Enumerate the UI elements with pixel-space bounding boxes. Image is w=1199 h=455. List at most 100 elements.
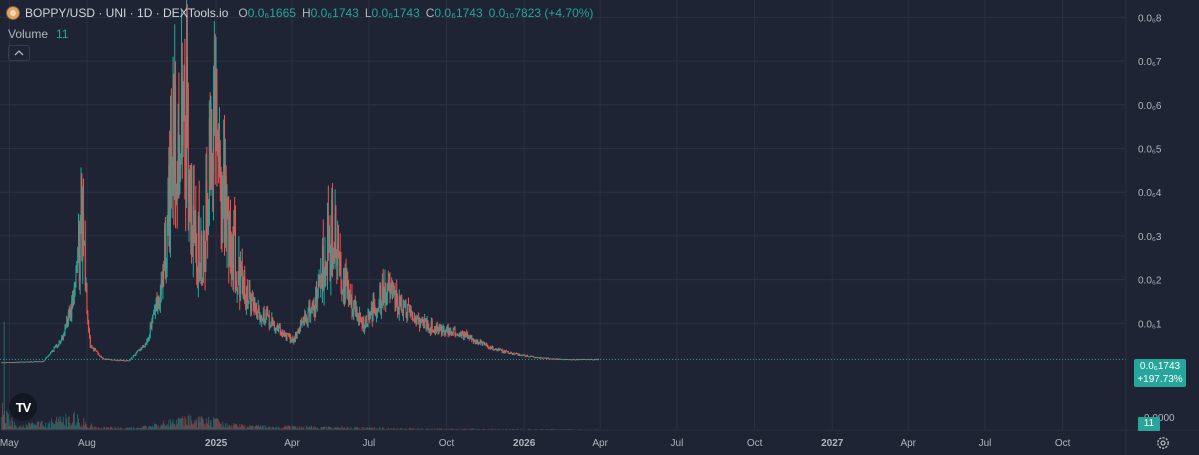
volume-bar	[94, 426, 96, 430]
volume-bar	[350, 426, 352, 430]
volume-bar	[34, 425, 36, 430]
volume-bar	[57, 418, 59, 430]
volume-bar	[106, 427, 108, 430]
symbol-legend[interactable]: BOPPY/USD · UNI · 1D · DEXTools.io O 0.0…	[6, 4, 599, 22]
candle-body	[380, 286, 382, 310]
candle-body	[371, 307, 373, 322]
volume-bar	[82, 427, 84, 430]
volume-bar	[159, 426, 161, 430]
candle-body	[532, 356, 534, 358]
volume-bar	[416, 428, 418, 430]
candle-body	[390, 284, 392, 298]
volume-bar	[39, 427, 41, 430]
candle-body	[121, 360, 123, 361]
candle-body	[356, 308, 358, 317]
volume-bar	[235, 423, 237, 430]
candle-body	[202, 231, 204, 282]
candle-body	[425, 320, 427, 330]
volume-bar	[354, 427, 356, 430]
candle-body	[557, 359, 559, 361]
candle-body	[109, 359, 111, 361]
candle-body	[188, 170, 190, 202]
volume-bar	[187, 415, 189, 430]
time-axis[interactable]: May Aug 2025 Apr Jul Oct 2026 Apr Jul Oct 2027 Apr J…	[0, 438, 1071, 449]
volume-bar	[367, 428, 369, 430]
candle-body	[111, 359, 113, 361]
candle-body	[37, 361, 39, 362]
chart-settings-button[interactable]	[1154, 434, 1172, 452]
volume-bar	[107, 427, 109, 430]
volume-bar	[71, 424, 73, 430]
volume-bar	[52, 423, 54, 430]
candle-body	[1, 362, 3, 364]
volume-bar	[368, 428, 370, 430]
candle-body	[300, 322, 302, 324]
candle-body	[330, 253, 332, 275]
candle-body	[17, 362, 19, 364]
volume-bar	[473, 428, 475, 430]
candle-body	[435, 326, 437, 332]
candle-body	[335, 214, 337, 258]
candle-body	[135, 353, 137, 356]
volume-bar	[11, 417, 13, 430]
candle-body	[283, 332, 285, 334]
volume-bar	[60, 416, 62, 430]
volume-bar	[269, 427, 271, 430]
candle-body	[262, 311, 264, 320]
candle-body	[521, 354, 523, 356]
candle-body	[218, 156, 220, 163]
volume-bar	[251, 426, 253, 430]
y-tick-label: 0.0₆8	[1138, 13, 1162, 24]
candle-body	[510, 352, 512, 354]
candle-body	[574, 359, 576, 361]
collapse-legend-button[interactable]	[8, 45, 30, 61]
volume-bar	[418, 428, 420, 430]
candle-body	[460, 332, 462, 337]
candle-body	[294, 333, 296, 340]
candle-body	[58, 341, 60, 346]
volume-bar	[331, 427, 333, 430]
candle-body	[125, 360, 127, 362]
candle-body	[359, 312, 361, 319]
candle-body	[128, 360, 130, 362]
volume-legend[interactable]: Volume 11	[8, 27, 69, 41]
candle-body	[459, 332, 461, 335]
price-axis[interactable]: 0.0₆8 0.0₆7 0.0₆6 0.0₆5 0.0₆4 0.0₆3 0.0₆2 0.0₆1	[1138, 13, 1162, 330]
candle-body	[485, 343, 487, 345]
candle-body	[336, 257, 338, 267]
volume-bar	[554, 428, 556, 430]
volume-bar	[73, 411, 75, 430]
volume-bar	[376, 428, 378, 430]
volume-bar	[188, 413, 190, 430]
candle-body	[129, 360, 131, 361]
candle-body	[99, 355, 101, 357]
volume-bar	[311, 428, 313, 430]
candle-body	[402, 312, 404, 315]
tradingview-logo[interactable]: TV	[9, 393, 37, 421]
candle-body	[170, 137, 172, 167]
candle-body	[78, 241, 80, 281]
candle-body	[503, 350, 505, 353]
volume-bar	[281, 427, 283, 430]
volume-bar	[375, 428, 377, 430]
candle-body	[344, 274, 346, 303]
volume-bar	[536, 428, 538, 430]
candle-body	[284, 333, 286, 335]
candle-body	[555, 358, 557, 360]
candle-body	[254, 305, 256, 309]
candle-body	[386, 293, 388, 306]
volume-bar	[316, 427, 318, 430]
candle-body	[592, 359, 594, 361]
volume-bar	[327, 428, 329, 430]
candle-body	[556, 358, 558, 360]
candle-body	[157, 296, 159, 309]
volume-bar	[91, 424, 93, 430]
volume-bar	[105, 427, 107, 430]
volume-bar	[248, 427, 250, 430]
candle-body	[565, 359, 567, 360]
volume-bar	[284, 425, 286, 430]
candle-body	[40, 361, 42, 363]
candle-body	[448, 330, 450, 336]
volume-bar	[341, 426, 343, 430]
